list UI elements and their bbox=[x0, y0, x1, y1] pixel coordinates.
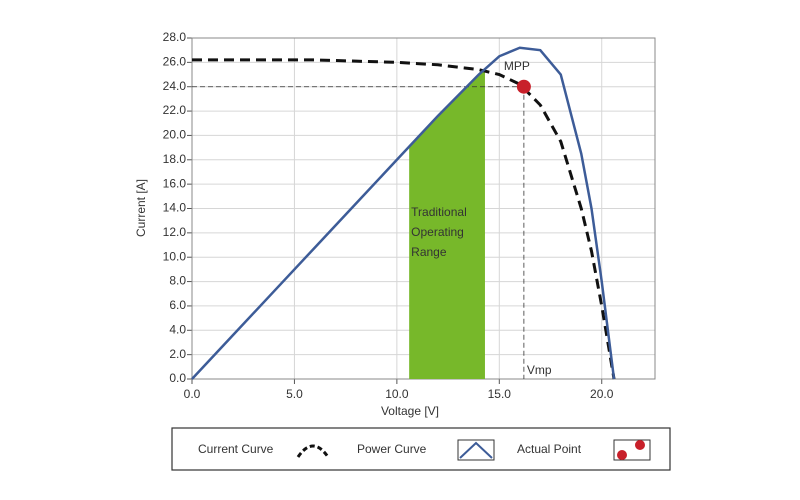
mpp-point bbox=[516, 79, 531, 94]
legend-icon bbox=[296, 444, 330, 458]
series-line bbox=[191, 46, 616, 380]
y-tick-label: 14.0 bbox=[163, 201, 187, 215]
x-tick-label: 20.0 bbox=[590, 387, 614, 401]
legend-icon bbox=[457, 439, 495, 461]
x-tick-label: 10.0 bbox=[385, 387, 409, 401]
y-tick-label: 0.0 bbox=[169, 371, 186, 385]
band-label: Traditional bbox=[411, 205, 467, 219]
x-tick-label: 15.0 bbox=[488, 387, 512, 401]
legend-icon bbox=[613, 439, 651, 461]
x-tick-label: 0.0 bbox=[184, 387, 201, 401]
y-tick-label: 24.0 bbox=[163, 79, 187, 93]
legend-icon bbox=[459, 441, 493, 459]
y-tick-label: 2.0 bbox=[169, 347, 186, 361]
y-tick-label: 26.0 bbox=[163, 55, 187, 69]
legend-icon bbox=[635, 440, 645, 450]
band-label: Operating bbox=[411, 225, 464, 239]
legend-label: Current Curve bbox=[198, 442, 274, 456]
vmp-label: Vmp bbox=[527, 363, 552, 377]
legend-box bbox=[171, 427, 671, 471]
y-tick-label: 20.0 bbox=[163, 128, 187, 142]
y-tick-label: 22.0 bbox=[163, 103, 187, 117]
legend-icon bbox=[617, 450, 627, 460]
y-tick-label: 18.0 bbox=[163, 152, 187, 166]
y-tick-label: 12.0 bbox=[163, 225, 187, 239]
y-axis-label: Current [A] bbox=[134, 179, 148, 237]
band-label: Range bbox=[411, 245, 447, 259]
y-tick-label: 4.0 bbox=[169, 322, 186, 336]
y-tick-label: 16.0 bbox=[163, 176, 187, 190]
legend-label: Power Curve bbox=[357, 442, 427, 456]
x-tick-label: 5.0 bbox=[286, 387, 303, 401]
y-tick-label: 6.0 bbox=[169, 298, 186, 312]
y-tick-label: 28.0 bbox=[163, 30, 187, 44]
legend-label: Actual Point bbox=[517, 442, 582, 456]
mpp-label: MPP bbox=[504, 59, 530, 73]
y-tick-label: 8.0 bbox=[169, 274, 186, 288]
series-line bbox=[192, 58, 616, 380]
x-axis-label: Voltage [V] bbox=[381, 404, 439, 418]
y-tick-label: 10.0 bbox=[163, 249, 187, 263]
